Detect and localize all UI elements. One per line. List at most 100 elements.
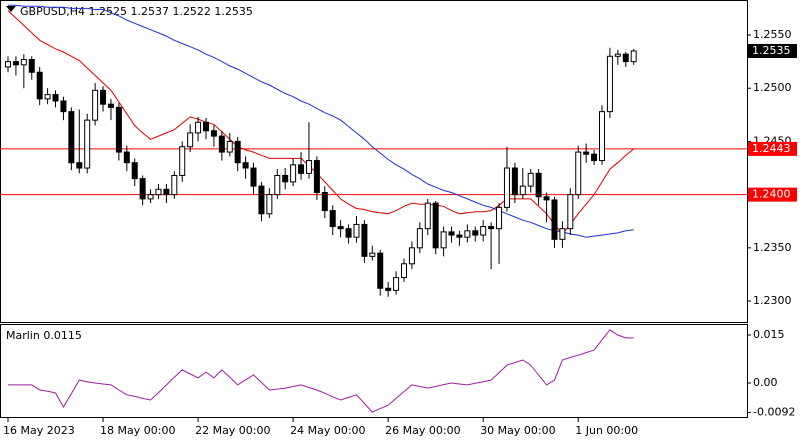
candle-body [203, 121, 209, 132]
candle-body [416, 228, 423, 249]
candle-body [234, 140, 241, 164]
candle-body [290, 164, 297, 183]
candle-body [377, 252, 384, 289]
candle-body [131, 162, 138, 180]
candle-body [76, 162, 83, 169]
candle-body [187, 132, 194, 148]
candle-body [274, 174, 281, 196]
indicator-line [8, 329, 634, 413]
candle-body [535, 172, 542, 198]
candle-body [448, 231, 455, 236]
candle-body [92, 89, 99, 121]
candle-body [107, 103, 114, 108]
candle-body [519, 185, 526, 196]
candle-body [385, 287, 392, 291]
candle-body [218, 135, 225, 153]
indicator-line [8, 4, 634, 238]
indicator-panel [0, 324, 748, 418]
candle-body [503, 167, 510, 208]
candle-body [472, 230, 479, 236]
candle-body [606, 55, 613, 113]
candle-body [36, 71, 43, 100]
candle-body [369, 252, 376, 257]
candle-body [393, 277, 400, 291]
candle-body [52, 94, 59, 102]
x-tick-label: 30 May 00:00 [480, 424, 555, 437]
candle-body [171, 174, 178, 196]
candle-body [163, 188, 170, 196]
x-tick-label: 16 May 2023 [3, 424, 75, 437]
y-tick-label: 1.2350 [753, 241, 792, 254]
candle-body [28, 58, 35, 73]
candle-body [559, 228, 566, 240]
y-tick-label: 0.00 [753, 376, 778, 389]
candle-body [298, 164, 305, 174]
candle-body [456, 234, 463, 238]
indicator-line [7, 10, 635, 235]
candle-body [424, 202, 431, 230]
candle-body [68, 111, 75, 164]
candle-body [139, 178, 146, 200]
candle-body [567, 194, 574, 230]
candle-body [115, 106, 122, 153]
candle-body [210, 130, 217, 137]
candle-body [155, 188, 162, 196]
candle-body [258, 185, 265, 215]
candle-body [551, 199, 558, 240]
level-label-box [748, 187, 797, 202]
candle-body [511, 167, 518, 196]
x-tick-label: 1 Jun 00:00 [575, 424, 638, 437]
candle-body [630, 50, 637, 63]
candle-body [345, 228, 352, 238]
candle-body [321, 191, 328, 212]
y-tick-label: 0.015 [753, 328, 785, 341]
candle-body [313, 160, 320, 193]
menu-arrow[interactable] [6, 6, 16, 12]
indicator-title: Marlin 0.0115 [6, 329, 82, 342]
candle-body [5, 61, 11, 68]
candle-body [480, 226, 487, 236]
candle-body [599, 111, 605, 162]
candle-body [432, 202, 439, 249]
candle-body [12, 61, 19, 66]
candle-body [591, 153, 598, 162]
candle-body [20, 58, 27, 66]
candle-body [250, 167, 257, 187]
candle-body [84, 119, 91, 169]
candle-body [147, 194, 154, 200]
last-price-label: 1.2535 [752, 44, 791, 57]
candle-body [195, 121, 202, 134]
candle-body [614, 53, 621, 57]
candle-body [527, 172, 534, 187]
candle-body [100, 89, 107, 105]
x-tick-label: 22 May 00:00 [195, 424, 270, 437]
candle-body [575, 151, 582, 196]
y-tick-label: -0.0092 [753, 405, 795, 418]
candle-body [266, 194, 273, 215]
candle-body [337, 226, 344, 230]
candle-body [329, 210, 336, 228]
last-price-box [748, 43, 797, 58]
candle-body [60, 100, 67, 113]
candle-body [242, 162, 249, 169]
candle-body [353, 223, 360, 238]
candle-body [583, 151, 590, 155]
x-tick-label: 18 May 00:00 [100, 424, 175, 437]
candle-body [496, 206, 503, 230]
candle-body [488, 226, 495, 230]
level-label-box [748, 141, 797, 156]
level-label: 1.2400 [752, 188, 791, 201]
candle-body [622, 53, 629, 63]
candle-body [464, 230, 471, 238]
y-tick-label: 1.2550 [753, 28, 792, 41]
candle-body [408, 247, 415, 265]
candle-body [361, 223, 368, 257]
main-panel [0, 0, 748, 323]
candle-body [440, 231, 447, 249]
x-tick-label: 24 May 00:00 [290, 424, 365, 437]
candle-body [226, 140, 233, 153]
x-tick-label: 26 May 00:00 [385, 424, 460, 437]
candle-body [123, 151, 130, 164]
